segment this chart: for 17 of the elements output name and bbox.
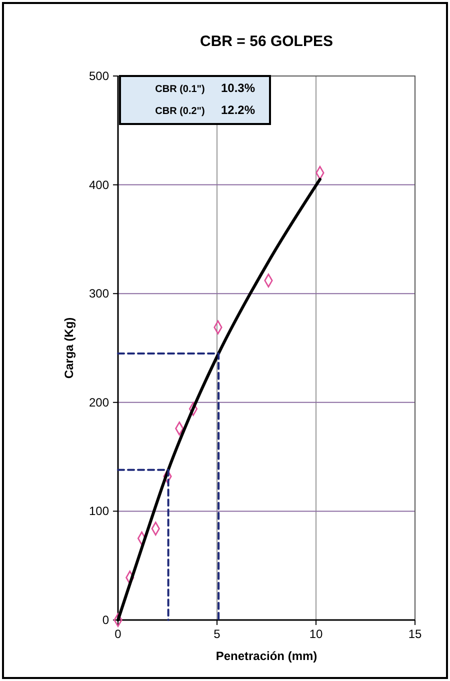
annotation: CBR (0.2") [155, 106, 205, 117]
x-tick-label: 15 [408, 627, 422, 641]
annotation: 10.3% [220, 81, 256, 95]
x-tick-label: 10 [309, 627, 323, 641]
y-tick-label: 200 [88, 395, 110, 410]
y-tick-label: 300 [88, 286, 110, 301]
x-tick-label: 5 [214, 627, 221, 641]
y-tick-label: 0 [102, 613, 110, 627]
y-tick-label: 500 [88, 69, 110, 83]
annotation: CBR (0.1") [155, 84, 205, 95]
y-tick-label: 100 [88, 504, 110, 518]
x-tick-label: 0 [114, 627, 122, 641]
annotation: 12.2% [220, 103, 256, 117]
y-axis-title: Carga (Kg) [62, 317, 76, 379]
chart-title: CBR = 56 GOLPES [200, 33, 333, 50]
x-axis-title: Penetración (mm) [216, 649, 318, 663]
y-tick-label: 400 [88, 178, 110, 192]
